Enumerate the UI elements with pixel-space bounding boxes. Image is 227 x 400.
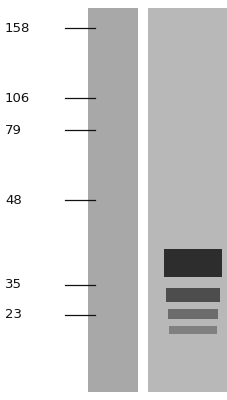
Text: 23: 23 (5, 308, 22, 322)
Text: 158: 158 (5, 22, 30, 34)
Text: 79: 79 (5, 124, 22, 136)
Bar (168, 326, 216, 334)
Text: 106: 106 (5, 92, 30, 104)
Text: 35: 35 (5, 278, 22, 292)
Text: 48: 48 (5, 194, 22, 206)
Bar (163, 249, 221, 277)
Bar (147, 8, 227, 392)
Bar (88, 8, 137, 392)
Bar (167, 309, 217, 319)
Bar (137, 8, 147, 392)
Bar (165, 288, 219, 302)
